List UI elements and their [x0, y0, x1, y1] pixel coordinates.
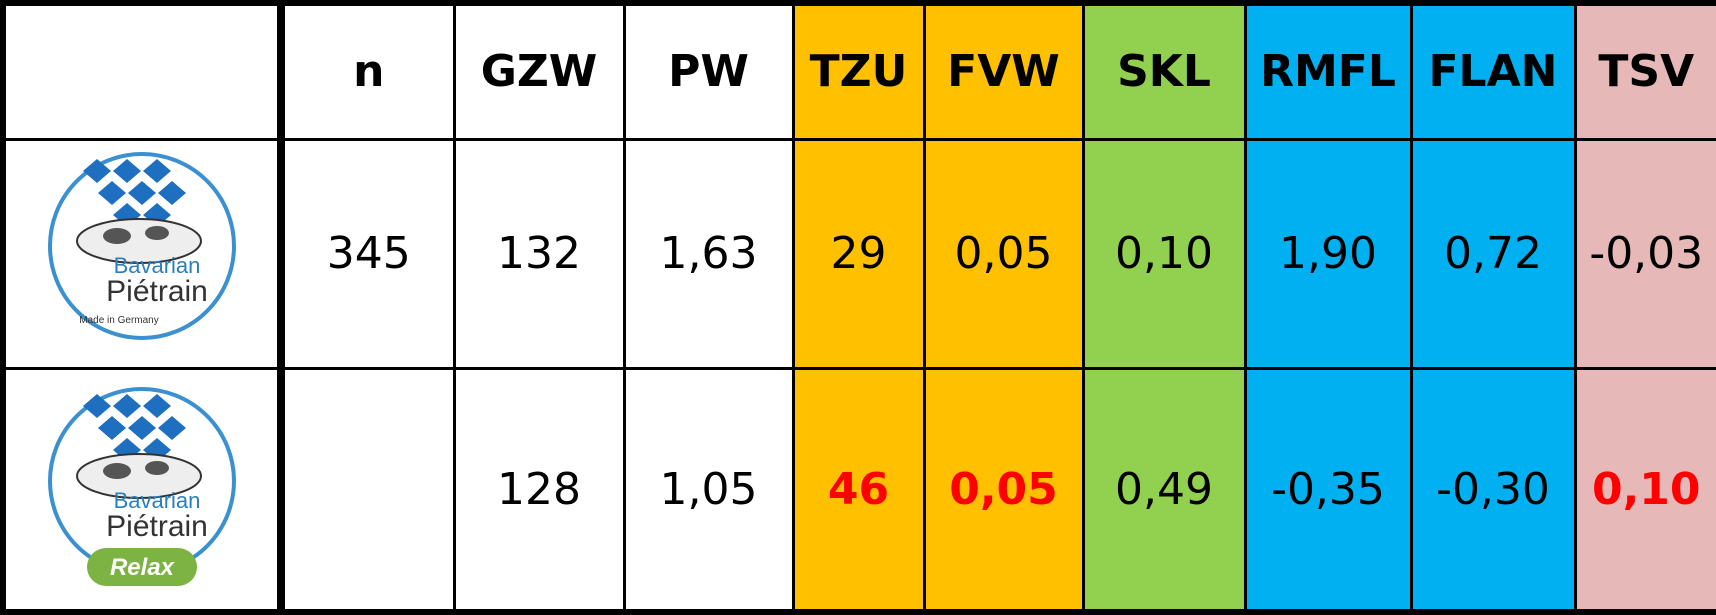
logo-pig-spot: [102, 463, 131, 480]
logo-pig-spot: [144, 461, 169, 476]
column-header: RMFL: [1243, 1, 1413, 141]
value-cell: -0,30: [1409, 366, 1577, 614]
logo-diamond: [112, 394, 141, 419]
column-header: TSV: [1573, 1, 1716, 141]
logo-diamond: [97, 416, 126, 441]
logo-cell: Bavarian Piétrain Made in Germany: [1, 137, 285, 370]
table-row: Bavarian Piétrain Relax 128 1,05 46 0,05 0,49 -0…: [1, 366, 1716, 614]
value-cell: [279, 366, 456, 614]
column-header: FVW: [922, 1, 1085, 141]
logo-breed: Piétrain: [106, 275, 208, 308]
value-cell: 128: [452, 366, 626, 614]
logo-diamond: [82, 158, 111, 183]
logo-brand: Bavarian: [113, 488, 200, 513]
value-cell: 0,10: [1573, 366, 1716, 614]
column-header: GZW: [452, 1, 626, 141]
value-cell: 1,05: [622, 366, 795, 614]
column-header: TZU: [791, 1, 926, 141]
value-cell: 0,05: [922, 137, 1085, 370]
column-header: PW: [622, 1, 795, 141]
logo-tagline: Made in Germany: [79, 315, 158, 326]
logo-pig-spot: [144, 225, 169, 240]
logo-diamond: [127, 416, 156, 441]
header-row: n GZW PW TZU FVW SKL RMFL FLAN TSV: [1, 1, 1716, 141]
value-cell: 0,10: [1081, 137, 1247, 370]
logo-breed: Piétrain: [106, 510, 208, 543]
logo-badge: [86, 548, 197, 587]
value-cell: 132: [452, 137, 626, 370]
column-header: n: [279, 1, 456, 141]
corner-cell: [1, 1, 285, 141]
logo-badge-text: Relax: [109, 554, 175, 581]
logo-diamond: [82, 394, 111, 419]
logo-cell: Bavarian Piétrain Relax: [1, 366, 285, 614]
logo-diamond: [127, 180, 156, 205]
logo-diamond: [142, 394, 171, 419]
column-header: FLAN: [1409, 1, 1577, 141]
value-cell: 0,72: [1409, 137, 1577, 370]
logo-diamond: [97, 180, 126, 205]
value-cell: 46: [791, 366, 926, 614]
table-row: Bavarian Piétrain Made in Germany 345 132 1,6…: [1, 137, 1716, 370]
value-cell: 1,63: [622, 137, 795, 370]
logo-diamond: [112, 158, 141, 183]
logo-brand: Bavarian: [113, 253, 200, 278]
logo-diamond: [157, 180, 186, 205]
column-header: SKL: [1081, 1, 1247, 141]
value-cell: 0,49: [1081, 366, 1247, 614]
value-cell: 29: [791, 137, 926, 370]
value-cell: 1,90: [1243, 137, 1413, 370]
logo-diamond: [157, 416, 186, 441]
logo-pig-spot: [102, 227, 131, 244]
value-cell: -0,35: [1243, 366, 1413, 614]
value-cell: 0,05: [922, 366, 1085, 614]
value-cell: -0,03: [1573, 137, 1716, 370]
value-cell: 345: [279, 137, 456, 370]
logo-diamond: [142, 158, 171, 183]
